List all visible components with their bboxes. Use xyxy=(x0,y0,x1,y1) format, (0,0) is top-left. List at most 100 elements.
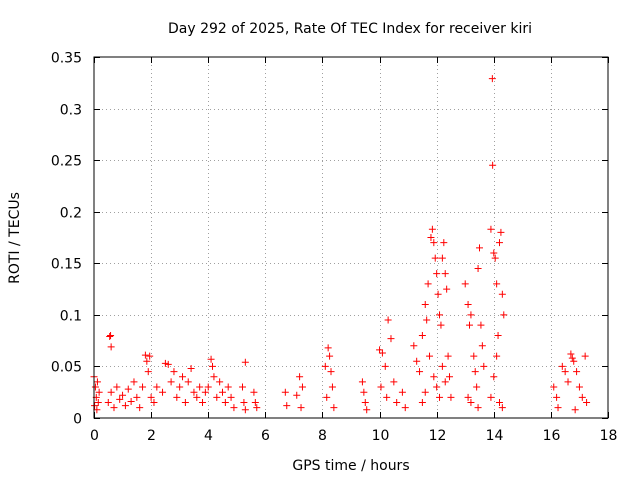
data-point xyxy=(467,311,475,319)
data-point xyxy=(250,388,258,396)
data-point xyxy=(466,321,474,329)
data-point xyxy=(238,383,246,391)
data-point xyxy=(376,346,384,354)
data-point xyxy=(568,354,576,362)
x-tick-label: 18 xyxy=(600,428,618,444)
data-point xyxy=(401,404,409,412)
data-point xyxy=(93,378,101,386)
data-point xyxy=(146,352,154,360)
data-point xyxy=(393,399,401,407)
data-point xyxy=(133,393,141,401)
x-tick-label: 6 xyxy=(261,428,270,444)
data-point xyxy=(91,383,99,391)
data-point xyxy=(297,404,305,412)
data-point xyxy=(487,393,495,401)
y-tick-label: 0.25 xyxy=(51,154,82,170)
data-point xyxy=(436,393,444,401)
data-point xyxy=(324,344,332,352)
data-point xyxy=(209,362,217,370)
data-point xyxy=(441,378,449,386)
data-point xyxy=(493,280,501,288)
grid xyxy=(94,57,608,418)
x-axis-label: GPS time / hours xyxy=(292,458,409,474)
data-point xyxy=(477,321,485,329)
data-point xyxy=(410,342,418,350)
data-point xyxy=(416,368,424,376)
data-point xyxy=(179,373,187,381)
data-point xyxy=(471,368,479,376)
data-point xyxy=(498,404,506,412)
data-point xyxy=(127,397,135,405)
axes: 0 2 4 6 8 10 12 14 16 18 0 0.05 0.1 0.15 0.2 0.25 0.3 0.3… xyxy=(51,51,618,445)
data-point xyxy=(161,359,169,367)
data-point xyxy=(213,393,221,401)
data-point xyxy=(487,225,495,233)
x-tick-label: 12 xyxy=(429,428,447,444)
data-point xyxy=(240,399,248,407)
data-point xyxy=(447,393,455,401)
data-point xyxy=(298,383,306,391)
data-point xyxy=(437,321,445,329)
data-point xyxy=(241,358,249,366)
data-point xyxy=(567,350,575,358)
data-point xyxy=(107,388,115,396)
data-point xyxy=(436,311,444,319)
data-point xyxy=(474,264,482,272)
chart-title: Day 292 of 2025, Rate Of TEC Index for r… xyxy=(168,21,532,37)
y-tick-label: 0.1 xyxy=(60,309,82,325)
data-point xyxy=(474,404,482,412)
data-point xyxy=(91,402,99,410)
data-point xyxy=(430,239,438,247)
data-point xyxy=(143,357,151,365)
data-point xyxy=(251,399,259,407)
data-point xyxy=(428,225,436,233)
data-point xyxy=(383,393,391,401)
data-point xyxy=(583,399,591,407)
data-point xyxy=(440,239,448,247)
data-point xyxy=(398,388,406,396)
data-point xyxy=(159,388,167,396)
data-point xyxy=(443,285,451,293)
data-point xyxy=(441,270,449,278)
data-point xyxy=(110,404,118,412)
data-point xyxy=(418,399,426,407)
data-point xyxy=(227,393,235,401)
data-point xyxy=(107,343,115,351)
data-point xyxy=(187,364,195,372)
data-point xyxy=(241,406,249,414)
data-point xyxy=(446,373,454,381)
data-point xyxy=(464,301,472,309)
data-point xyxy=(181,399,189,407)
data-point xyxy=(467,399,475,407)
data-point xyxy=(571,406,579,414)
y-axis-label: ROTI / TECUs xyxy=(7,192,23,284)
data-point xyxy=(431,254,439,262)
data-point xyxy=(480,362,488,370)
x-tick-label: 4 xyxy=(204,428,213,444)
x-tick-label: 2 xyxy=(147,428,156,444)
data-point xyxy=(164,360,172,368)
data-point xyxy=(433,383,441,391)
data-point xyxy=(423,316,431,324)
data-point xyxy=(387,335,395,343)
data-point xyxy=(433,270,441,278)
data-point xyxy=(578,393,586,401)
data-point xyxy=(253,404,261,412)
data-point xyxy=(476,244,483,252)
data-point xyxy=(384,316,392,324)
data-point xyxy=(553,393,561,401)
data-point xyxy=(150,399,158,407)
data-point xyxy=(130,378,138,386)
data-point xyxy=(473,383,481,391)
data-point xyxy=(573,368,581,376)
data-point xyxy=(377,383,385,391)
data-point xyxy=(564,378,572,386)
data-point xyxy=(170,368,178,376)
y-tick-label: 0.35 xyxy=(51,51,82,67)
data-point xyxy=(558,362,566,370)
data-point xyxy=(199,399,207,407)
plot-frame xyxy=(93,56,609,419)
data-point xyxy=(293,391,301,399)
data-point xyxy=(144,368,152,376)
